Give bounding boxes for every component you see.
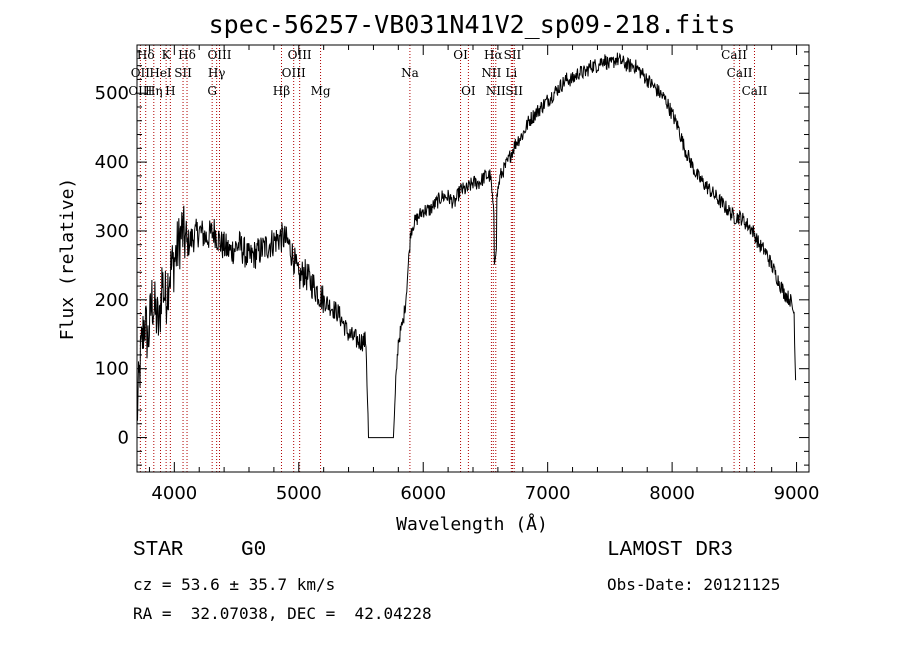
spectrum-line <box>136 52 797 439</box>
x-axis-label: Wavelength (Å) <box>396 513 548 535</box>
x-tick-label: 4000 <box>151 483 197 504</box>
line-label: Mg <box>311 84 331 98</box>
line-label: SII <box>504 48 522 62</box>
x-tick-label: 6000 <box>400 483 446 504</box>
object-class: STAR <box>133 539 184 562</box>
y-axis-ticks: 0 100 200 300 400 500 <box>95 51 809 466</box>
line-label: SII <box>174 66 192 80</box>
line-label: SII <box>505 84 523 98</box>
line-label: HeI <box>149 66 172 80</box>
y-tick-label: 300 <box>95 221 129 242</box>
line-label: OIII <box>288 48 312 62</box>
y-tick-label: 0 <box>118 428 129 449</box>
y-tick-label: 100 <box>95 359 129 380</box>
line-label: Na <box>401 66 419 80</box>
line-label: OI <box>461 84 476 98</box>
line-label: G <box>207 84 217 98</box>
observation-date: Obs-Date: 20121125 <box>607 575 781 594</box>
y-tick-label: 400 <box>95 152 129 173</box>
survey-name: LAMOST DR3 <box>607 539 734 562</box>
line-label: NII <box>486 84 506 98</box>
line-label: Hβ <box>273 84 290 98</box>
y-axis-label: Flux (relative) <box>57 178 78 341</box>
object-subclass: G0 <box>241 539 267 562</box>
line-label: OIII <box>128 84 152 98</box>
line-label: H <box>165 84 175 98</box>
plot-frame <box>136 44 810 473</box>
x-tick-label: 8000 <box>649 483 695 504</box>
line-label: OI <box>453 48 468 62</box>
x-tick-label: 7000 <box>525 483 571 504</box>
line-label: OIII <box>207 48 231 62</box>
line-label: Hδ <box>137 48 155 62</box>
line-label: CaII <box>742 84 768 98</box>
y-tick-label: 200 <box>95 290 129 311</box>
line-label: Hη <box>145 84 163 98</box>
line-label: Hα <box>484 48 503 62</box>
x-tick-label: 9000 <box>774 483 820 504</box>
line-label: OIII <box>282 66 306 80</box>
line-label: Hδ <box>178 48 196 62</box>
line-label: Hγ <box>208 66 226 80</box>
y-tick-label: 500 <box>95 83 129 104</box>
x-axis-ticks: 4000 5000 6000 7000 8000 9000 <box>148 45 820 504</box>
redshift-cz: cz = 53.6 ± 35.7 km/s <box>133 575 336 594</box>
line-label: NII <box>481 66 501 80</box>
coordinates: RA = 32.07038, DEC = 42.04228 <box>133 604 432 623</box>
chart-title: spec-56257-VB031N41V2_sp09-218.fits <box>209 10 736 39</box>
line-label: K <box>162 48 172 62</box>
line-label: OII <box>131 66 151 80</box>
line-label: CaII <box>727 66 753 80</box>
line-label: Li <box>505 66 517 80</box>
x-tick-label: 5000 <box>276 483 322 504</box>
line-label: CaII <box>721 48 747 62</box>
